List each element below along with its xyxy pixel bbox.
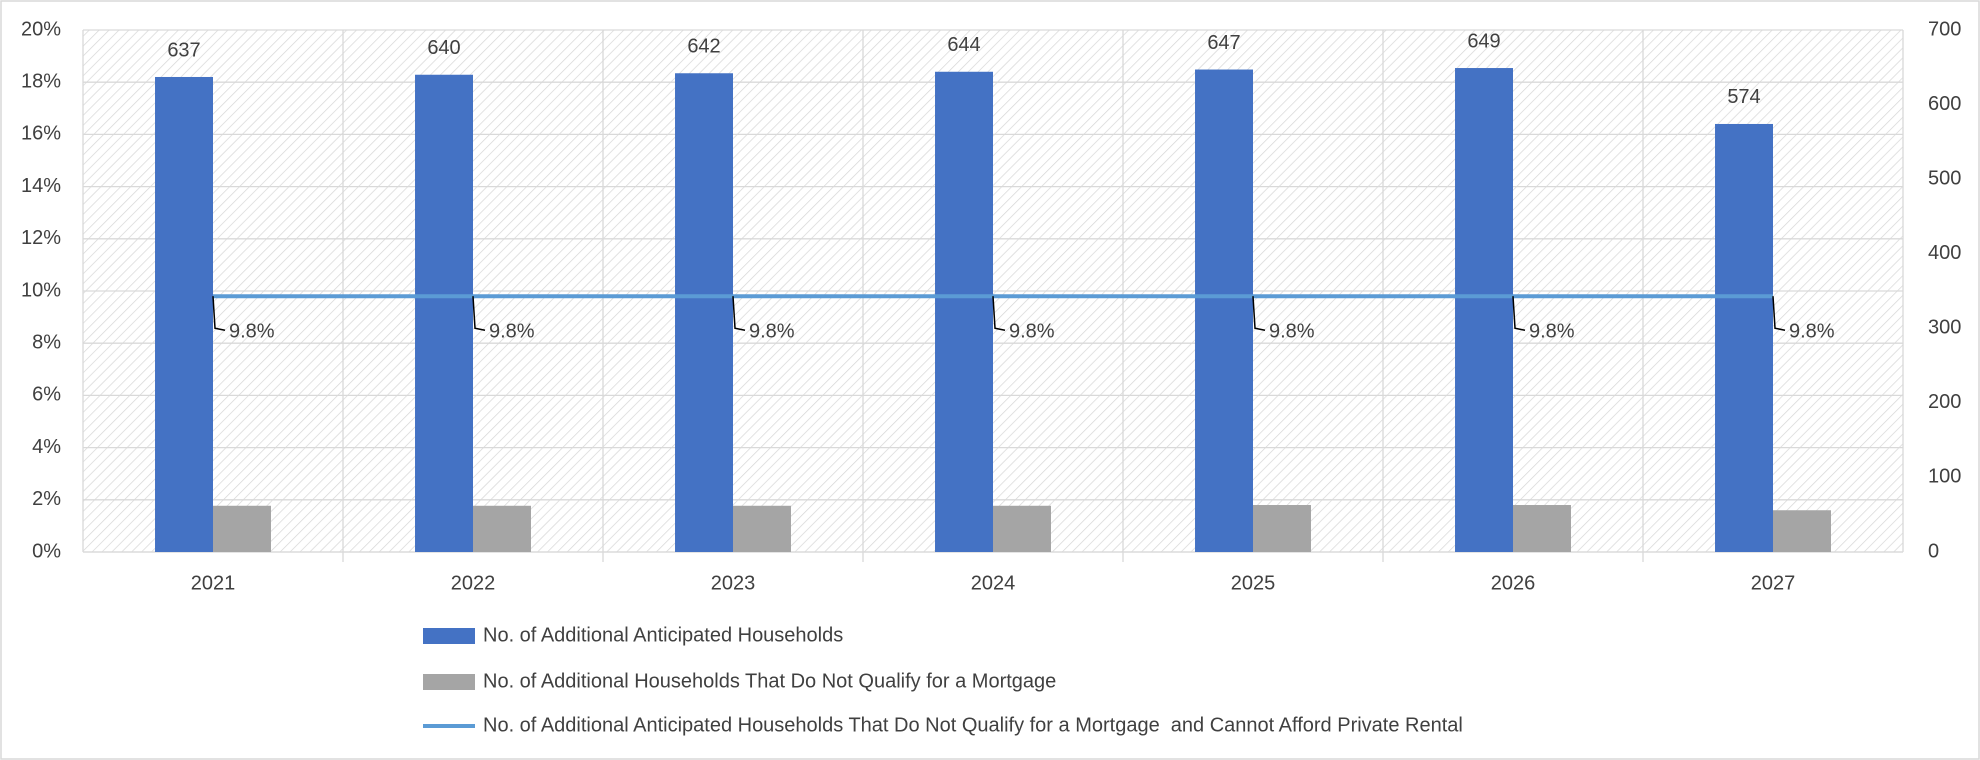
data-label: 9.8%	[489, 321, 535, 343]
y-tick-label: 10%	[21, 279, 61, 301]
y-tick-label: 18%	[21, 70, 61, 92]
data-label: 649	[1467, 30, 1500, 52]
legend-swatch	[423, 674, 475, 690]
bar	[993, 505, 1051, 552]
y-tick-label: 4%	[32, 436, 61, 458]
bar	[415, 74, 473, 552]
x-tick-label: 2025	[1231, 572, 1276, 594]
y-tick-label: 16%	[21, 123, 61, 145]
data-label: 640	[427, 37, 460, 59]
leader-line	[472, 296, 486, 331]
y2-tick-label: 700	[1928, 18, 1961, 40]
y2-tick-label: 300	[1928, 317, 1961, 339]
leader-line	[732, 296, 746, 331]
leader-line	[1252, 296, 1266, 331]
leader-line	[212, 296, 226, 331]
legend-label: No. of Additional Anticipated Households	[483, 624, 843, 646]
y-tick-label: 2%	[32, 488, 61, 510]
leader-line	[1512, 296, 1526, 331]
y-tick-label: 8%	[32, 331, 61, 353]
y2-tick-label: 600	[1928, 93, 1961, 115]
bar	[935, 71, 993, 552]
x-tick-label: 2024	[971, 572, 1016, 594]
y2-tick-label: 100	[1928, 466, 1961, 488]
x-tick-label: 2021	[191, 572, 236, 594]
x-tick-label: 2026	[1491, 572, 1536, 594]
data-label: 644	[947, 34, 980, 56]
data-label: 642	[687, 36, 720, 58]
data-label: 647	[1207, 32, 1240, 54]
bar	[473, 505, 531, 552]
bar	[733, 505, 791, 552]
x-tick-label: 2022	[451, 572, 496, 594]
y2-tick-label: 500	[1928, 167, 1961, 189]
legend-label: No. of Additional Households That Do Not…	[483, 670, 1056, 692]
bar	[1513, 505, 1571, 552]
data-label: 9.8%	[749, 321, 795, 343]
data-label: 9.8%	[1009, 321, 1055, 343]
y2-tick-label: 400	[1928, 242, 1961, 264]
y2-tick-label: 200	[1928, 391, 1961, 413]
data-label: 9.8%	[229, 321, 275, 343]
legend-label: No. of Additional Anticipated Households…	[483, 714, 1463, 736]
y-tick-label: 0%	[32, 540, 61, 562]
y-tick-label: 12%	[21, 227, 61, 249]
bar	[1253, 505, 1311, 552]
data-label: 637	[167, 39, 200, 61]
legend-swatch	[423, 628, 475, 644]
bar	[1455, 68, 1513, 552]
y-tick-label: 20%	[21, 18, 61, 40]
data-label: 9.8%	[1529, 321, 1575, 343]
y-tick-label: 6%	[32, 384, 61, 406]
data-label: 574	[1727, 86, 1760, 108]
bar	[1773, 510, 1831, 552]
bar	[213, 505, 271, 552]
leader-line	[992, 296, 1006, 331]
y2-tick-label: 0	[1928, 540, 1939, 562]
data-label: 9.8%	[1269, 321, 1315, 343]
data-label: 9.8%	[1789, 321, 1835, 343]
leader-line	[1772, 296, 1786, 331]
x-tick-label: 2027	[1751, 572, 1796, 594]
bar	[1715, 123, 1773, 553]
bar	[155, 76, 213, 552]
y-tick-label: 14%	[21, 175, 61, 197]
bar	[1195, 69, 1253, 552]
x-tick-label: 2023	[711, 572, 756, 594]
bar	[675, 73, 733, 552]
